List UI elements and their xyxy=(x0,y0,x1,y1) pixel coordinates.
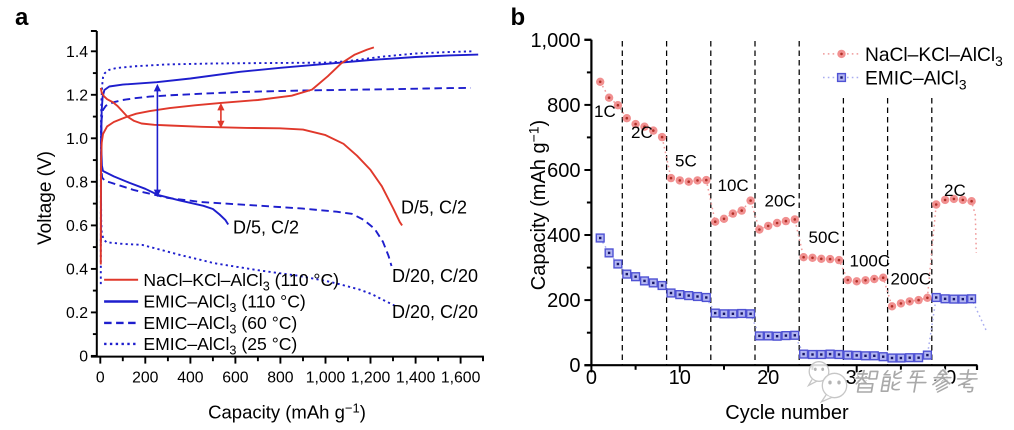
svg-text:Capacity (mAh g−1): Capacity (mAh g−1) xyxy=(208,401,366,423)
svg-text:2C: 2C xyxy=(944,181,966,200)
svg-text:Voltage (V): Voltage (V) xyxy=(35,151,56,245)
svg-text:1,000: 1,000 xyxy=(530,30,580,52)
svg-text:0.4: 0.4 xyxy=(66,261,88,278)
svg-text:1,000: 1,000 xyxy=(306,369,346,386)
svg-text:1,200: 1,200 xyxy=(351,369,391,386)
svg-text:0: 0 xyxy=(96,369,105,386)
svg-text:600: 600 xyxy=(222,369,249,386)
svg-text:NaCl–KCl–AlCl3: NaCl–KCl–AlCl3 xyxy=(865,45,1003,69)
svg-text:0.6: 0.6 xyxy=(66,218,88,235)
svg-text:Capacity (mAh g−1): Capacity (mAh g−1) xyxy=(526,120,551,290)
svg-text:400: 400 xyxy=(547,225,580,247)
svg-text:1C: 1C xyxy=(594,102,616,121)
svg-text:0.8: 0.8 xyxy=(66,174,88,191)
svg-text:0: 0 xyxy=(586,367,597,389)
svg-text:EMIC–AlCl3 (60 °C): EMIC–AlCl3 (60 °C) xyxy=(143,313,297,336)
svg-text:20: 20 xyxy=(757,367,779,389)
svg-text:1.0: 1.0 xyxy=(66,131,88,148)
svg-text:D/20, C/20: D/20, C/20 xyxy=(392,302,478,322)
svg-text:1.2: 1.2 xyxy=(66,87,88,104)
svg-text:600: 600 xyxy=(547,160,580,182)
svg-text:400: 400 xyxy=(177,369,204,386)
svg-text:20C: 20C xyxy=(765,192,796,211)
svg-text:100C: 100C xyxy=(850,252,891,271)
svg-text:D/20, C/20: D/20, C/20 xyxy=(392,266,478,286)
svg-text:0: 0 xyxy=(79,348,88,365)
svg-text:EMIC–AlCl3 (110 °C): EMIC–AlCl3 (110 °C) xyxy=(143,292,305,315)
svg-text:D/5, C/2: D/5, C/2 xyxy=(233,217,299,237)
svg-text:EMIC–AlCl3: EMIC–AlCl3 xyxy=(865,69,967,93)
svg-text:Cycle number: Cycle number xyxy=(725,402,849,424)
svg-text:a: a xyxy=(15,4,29,31)
svg-text:200: 200 xyxy=(132,369,159,386)
svg-text:b: b xyxy=(511,4,526,31)
svg-text:EMIC–AlCl3 (25 °C): EMIC–AlCl3 (25 °C) xyxy=(143,334,297,357)
svg-text:10C: 10C xyxy=(718,176,749,195)
svg-text:0: 0 xyxy=(569,355,580,377)
svg-text:NaCl–KCl–AlCl3 (110 °C): NaCl–KCl–AlCl3 (110 °C) xyxy=(143,270,339,293)
svg-text:10: 10 xyxy=(669,367,691,389)
svg-text:2C: 2C xyxy=(631,123,653,142)
svg-text:1,400: 1,400 xyxy=(396,369,436,386)
svg-text:5C: 5C xyxy=(675,152,697,171)
svg-text:D/5, C/2: D/5, C/2 xyxy=(401,197,467,217)
svg-text:200: 200 xyxy=(547,290,580,312)
svg-text:1,600: 1,600 xyxy=(441,369,481,386)
svg-text:50C: 50C xyxy=(809,228,840,247)
svg-text:0.2: 0.2 xyxy=(66,305,88,322)
svg-text:200C: 200C xyxy=(891,270,932,289)
svg-text:800: 800 xyxy=(267,369,294,386)
svg-text:800: 800 xyxy=(547,95,580,117)
svg-text:1.4: 1.4 xyxy=(66,44,88,61)
